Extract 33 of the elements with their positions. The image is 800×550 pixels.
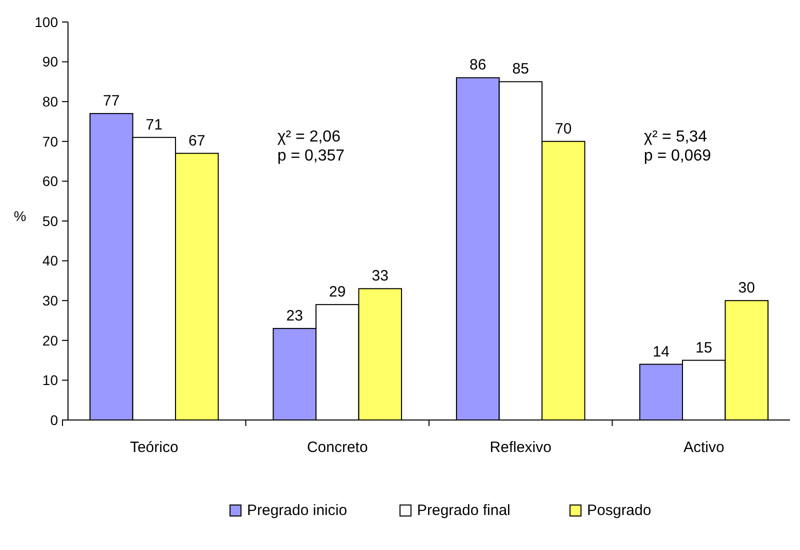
legend-label: Pregrado inicio (247, 502, 348, 519)
data-label: 29 (329, 284, 346, 301)
y-tick-label: 50 (42, 212, 58, 229)
data-label: 85 (512, 60, 529, 78)
y-tick-label: 100 (34, 14, 58, 30)
legend-label: Pregrado final (417, 502, 510, 519)
y-axis-title: % (14, 208, 26, 224)
y-tick-label: 10 (42, 372, 58, 388)
legend-label: Posgrado (587, 502, 652, 519)
x-tick-label: Teórico (130, 439, 178, 456)
data-label: 86 (470, 56, 486, 74)
data-label: 33 (372, 268, 388, 285)
annotation: χ² = 5,34 p = 0,069 (644, 128, 712, 165)
data-label: 71 (146, 116, 162, 134)
y-tick-label: 70 (42, 133, 58, 150)
y-tick-label: 40 (42, 252, 58, 269)
data-label: 67 (188, 132, 206, 150)
data-label: 14 (652, 343, 670, 360)
data-label: 15 (696, 339, 712, 356)
y-tick-label: 60 (42, 173, 58, 190)
y-tick-label: 80 (42, 94, 58, 110)
data-label: 70 (555, 120, 572, 138)
x-tick-label: Concreto (306, 439, 368, 456)
data-label: 30 (738, 280, 755, 297)
x-tick-label: Reflexivo (490, 439, 552, 456)
y-tick-label: 90 (42, 54, 58, 70)
y-tick-label: 30 (42, 292, 58, 308)
y-tick-label: 20 (42, 332, 58, 348)
x-tick-label: Activo (683, 439, 724, 456)
y-tick-label: 0 (50, 412, 58, 428)
data-label: 23 (286, 307, 303, 324)
data-label: 77 (103, 92, 120, 110)
annotation: χ² = 2,06 p = 0,357 (277, 128, 345, 165)
